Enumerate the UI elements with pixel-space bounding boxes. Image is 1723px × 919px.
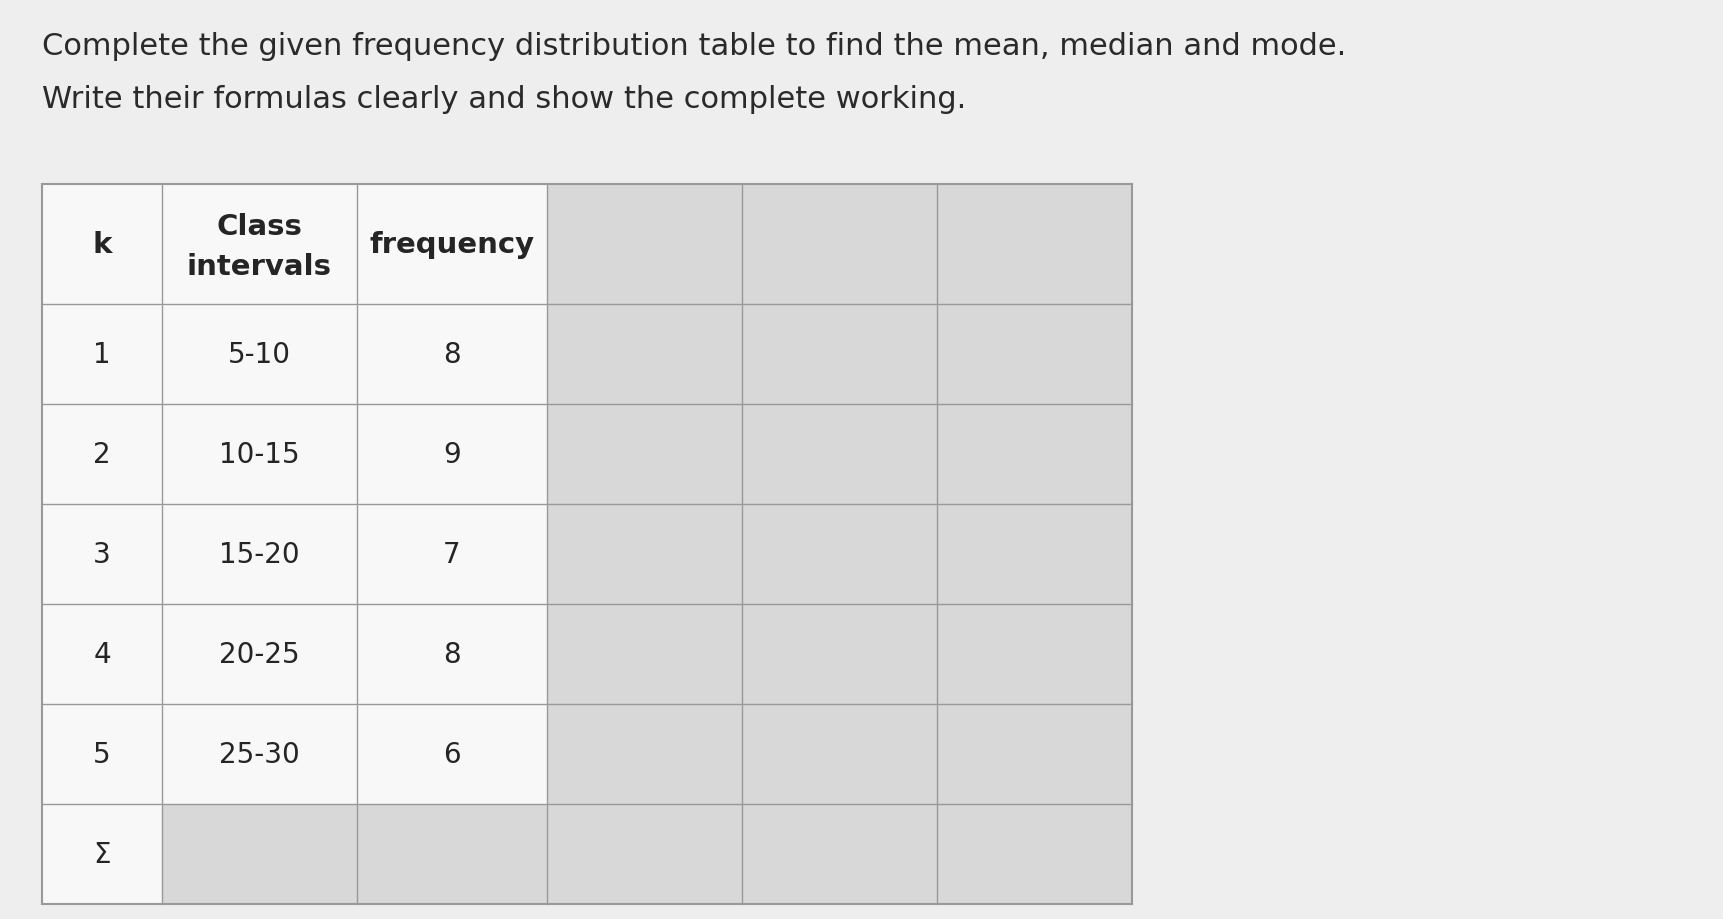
Text: frequency: frequency: [369, 231, 534, 259]
Text: Write their formulas clearly and show the complete working.: Write their formulas clearly and show th…: [41, 85, 967, 114]
Text: k: k: [93, 231, 112, 259]
Text: 9: 9: [443, 440, 460, 469]
Text: 7: 7: [443, 540, 460, 568]
Bar: [41, 305, 162, 404]
Text: 5: 5: [93, 740, 110, 768]
Text: 6: 6: [443, 740, 460, 768]
Text: 8: 8: [443, 641, 460, 668]
Bar: [41, 704, 162, 804]
Bar: [41, 505, 162, 605]
Text: 3: 3: [93, 540, 110, 568]
Bar: [41, 605, 162, 704]
Text: 4: 4: [93, 641, 110, 668]
Text: Complete the given frequency distribution table to find the mean, median and mod: Complete the given frequency distributio…: [41, 32, 1346, 61]
Text: 8: 8: [443, 341, 460, 369]
Text: 20-25: 20-25: [219, 641, 300, 668]
Text: Σ: Σ: [93, 840, 110, 868]
Text: 1: 1: [93, 341, 110, 369]
Bar: [41, 804, 162, 904]
Text: 25-30: 25-30: [219, 740, 300, 768]
Text: 5-10: 5-10: [227, 341, 291, 369]
Bar: [41, 185, 162, 305]
Bar: [41, 404, 162, 505]
Text: intervals: intervals: [186, 253, 331, 280]
Text: 2: 2: [93, 440, 110, 469]
Text: Class: Class: [215, 213, 302, 241]
Text: 15-20: 15-20: [219, 540, 300, 568]
Text: 10-15: 10-15: [219, 440, 300, 469]
